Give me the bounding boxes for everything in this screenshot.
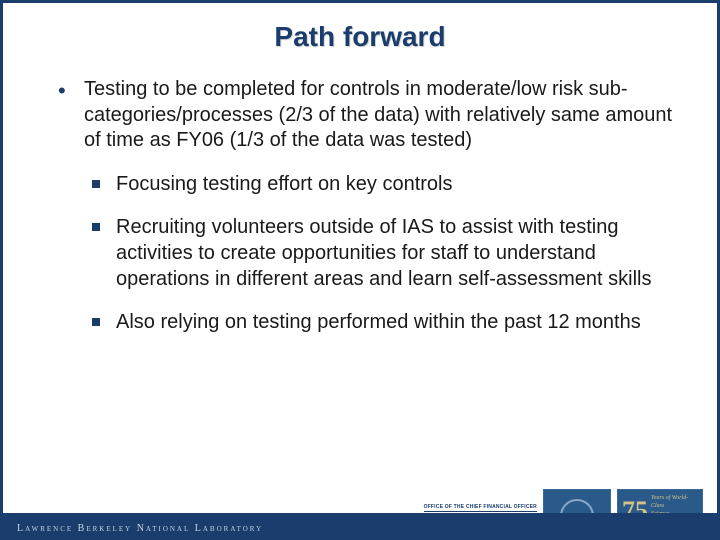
bullet-main: Testing to be completed for controls in … bbox=[58, 77, 677, 154]
bullet-sub: Recruiting volunteers outside of IAS to … bbox=[90, 215, 677, 292]
slide-title: Path forward bbox=[3, 3, 717, 65]
slide: Path forward Testing to be completed for… bbox=[0, 0, 720, 540]
bullet-sub: Also relying on testing performed within… bbox=[90, 310, 677, 336]
footer-lab-name: Lawrence Berkeley National Laboratory bbox=[17, 523, 263, 534]
bullet-sub: Focusing testing effort on key controls bbox=[90, 172, 677, 198]
sub-bullet-list: Focusing testing effort on key controls … bbox=[58, 172, 677, 336]
content-area: Testing to be completed for controls in … bbox=[3, 65, 717, 336]
anniv-line: Years of World-Class bbox=[651, 495, 698, 511]
footer: OFFICE OF THE CHIEF FINANCIAL OFFICER CF… bbox=[3, 475, 717, 537]
cfo-small-text: OFFICE OF THE CHIEF FINANCIAL OFFICER bbox=[424, 504, 537, 512]
